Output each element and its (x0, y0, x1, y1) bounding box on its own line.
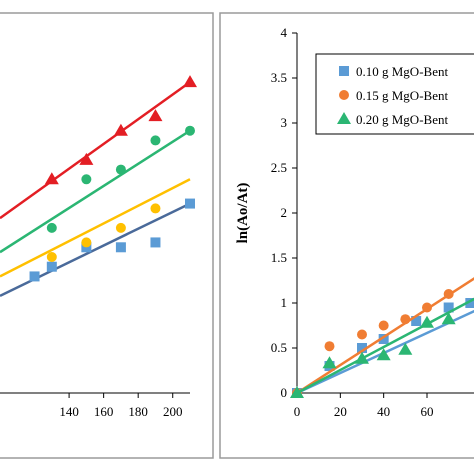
left-x-tick-label: 160 (94, 404, 114, 419)
left-data-point-3 (113, 123, 128, 136)
legend-marker (339, 66, 349, 76)
legend-label: 0.10 g MgO-Bent (356, 64, 448, 79)
right-y-tick-label: 0.5 (271, 340, 287, 355)
right-x-tick-label: 0 (294, 404, 301, 419)
right-data-point-1 (378, 320, 389, 331)
left-data-point-2 (115, 164, 126, 175)
right-data-point-2 (398, 342, 413, 355)
right-data-point-0 (465, 298, 474, 308)
left-data-point-2 (81, 174, 92, 185)
left-data-point-0 (115, 242, 126, 253)
right-data-point-2 (322, 356, 337, 369)
left-plot-area (0, 75, 197, 297)
right-y-tick-label: 0 (281, 385, 288, 400)
right-x-tick-label: 20 (334, 404, 347, 419)
right-data-point-1 (324, 341, 335, 352)
right-data-point-2 (376, 348, 391, 361)
right-data-point-2 (441, 312, 456, 325)
right-y-tick-label: 2 (281, 205, 288, 220)
left-x-tick-label: 180 (128, 404, 148, 419)
left-data-point-3 (148, 109, 163, 122)
right-y-tick-label: 3.5 (271, 70, 287, 85)
left-data-point-0 (150, 237, 161, 248)
right-y-tick-label: 1 (281, 295, 288, 310)
left-data-point-2 (46, 222, 57, 233)
left-fit-line-1 (0, 178, 191, 278)
right-data-point-2 (290, 386, 304, 398)
left-data-point-1 (115, 222, 126, 233)
left-data-point-2 (150, 135, 161, 146)
left-x-tick-label: 140 (59, 404, 79, 419)
right-data-point-2 (355, 351, 369, 364)
right-data-point-0 (378, 334, 389, 344)
legend-label: 0.20 g MgO-Bent (356, 112, 448, 127)
left-fit-line-3 (0, 81, 191, 220)
right-data-point-2 (420, 315, 434, 328)
y-axis-title: ln(Ao/At) (235, 183, 251, 244)
right-data-point-1 (400, 314, 411, 325)
right-fit-line-2 (296, 297, 474, 395)
left-data-point-0 (29, 271, 40, 282)
right-plot-area (290, 277, 474, 398)
left-data-point-1 (150, 203, 161, 214)
legend-label: 0.15 g MgO-Bent (356, 88, 448, 103)
right-y-tick-label: 4 (281, 25, 288, 40)
right-y-tick-label: 3 (281, 115, 288, 130)
left-data-point-3 (79, 152, 94, 165)
right-data-point-1 (357, 329, 367, 340)
right-x-tick-label: 60 (421, 404, 434, 419)
legend-marker (339, 90, 349, 100)
left-chart: 140 160 180 200 (0, 75, 197, 419)
right-fit-line-0 (296, 309, 474, 395)
right-data-point-0 (357, 343, 367, 353)
left-data-point-3 (44, 172, 59, 185)
right-data-point-0 (443, 302, 454, 313)
right-y-tick-label: 2.5 (271, 160, 287, 175)
left-data-point-0 (46, 261, 57, 272)
left-data-point-2 (185, 125, 195, 136)
left-data-point-0 (185, 198, 195, 209)
right-chart: 00.511.522.533.540 20 40 600.10 g MgO-Bent0… (271, 25, 474, 419)
left-data-point-1 (46, 252, 57, 262)
right-fit-line-1 (296, 277, 474, 395)
right-data-point-1 (422, 302, 432, 313)
legend: 0.10 g MgO-Bent 0.15 g MgO-Bent 0.20 g MgO… (315, 53, 474, 135)
right-x-tick-label: 40 (377, 404, 390, 419)
right-y-tick-label: 1.5 (271, 250, 287, 265)
legend-marker (337, 112, 351, 124)
left-x-tick-label: 200 (163, 404, 183, 419)
left-data-point-1 (81, 237, 92, 248)
left-fit-line-2 (0, 129, 191, 254)
right-data-point-1 (443, 289, 454, 299)
left-panel-frame (0, 12, 214, 459)
right-data-point-0 (411, 316, 422, 326)
left-data-point-3 (183, 75, 197, 88)
